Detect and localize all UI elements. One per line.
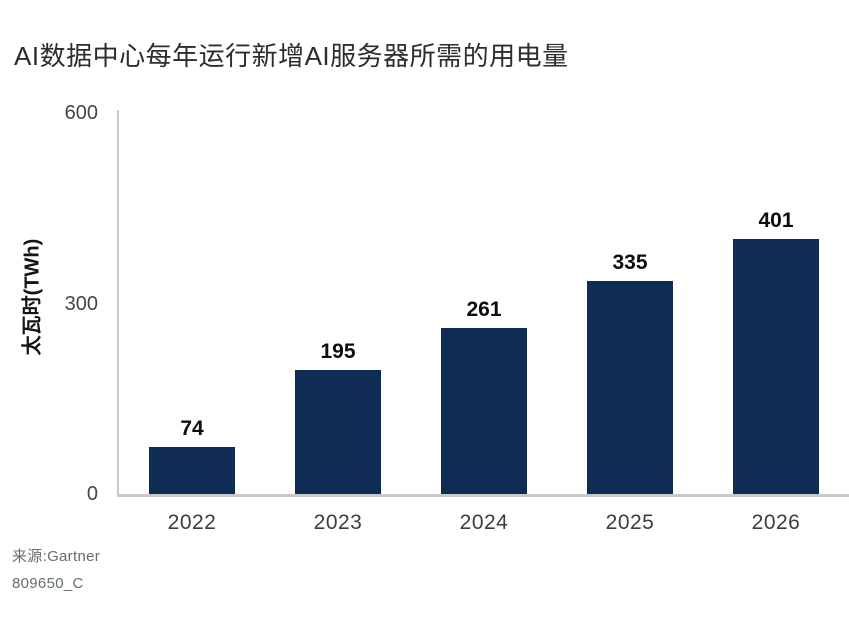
bar-value-label-2025: 335 [612, 251, 648, 274]
document-id: 809650_C [12, 575, 84, 592]
bar-2023 [295, 370, 381, 494]
bar-value-label-2022: 74 [180, 417, 204, 440]
bar-value-label-2026: 401 [758, 209, 794, 232]
bar-2026 [733, 239, 819, 494]
x-tick-label-2022: 2022 [167, 511, 217, 534]
bar-2022 [149, 447, 235, 494]
y-tick-label-600: 600 [64, 102, 98, 124]
x-tick-label-2026: 2026 [751, 511, 801, 534]
source-attribution: 来源:Gartner [12, 548, 101, 565]
x-tick-label-2024: 2024 [459, 511, 509, 534]
chart-title: AI数据中心每年运行新增AI服务器所需的用电量 [14, 41, 569, 71]
x-tick-label-2025: 2025 [605, 511, 655, 534]
y-tick-label-0: 0 [86, 483, 98, 505]
x-axis-line [117, 494, 849, 497]
x-tick-label-2023: 2023 [313, 511, 363, 534]
bar-2025 [587, 281, 673, 494]
bar-2024 [441, 328, 527, 494]
bar-value-label-2024: 261 [466, 298, 502, 321]
bar-value-label-2023: 195 [320, 340, 356, 363]
y-tick-label-300: 300 [64, 292, 98, 315]
y-axis-line [117, 110, 119, 496]
